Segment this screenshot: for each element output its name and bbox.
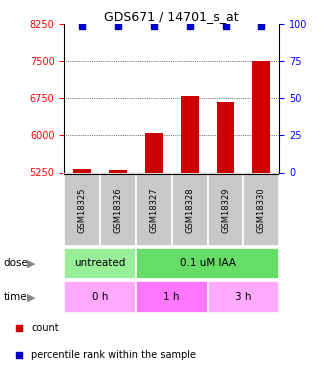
Text: GSM18327: GSM18327 <box>149 187 158 233</box>
Point <box>187 23 192 29</box>
Bar <box>136 248 279 279</box>
Text: GSM18326: GSM18326 <box>113 187 123 233</box>
Text: ▶: ▶ <box>27 292 36 302</box>
Text: ▶: ▶ <box>27 258 36 268</box>
Bar <box>208 281 279 313</box>
Point <box>223 23 228 29</box>
Point <box>16 325 22 331</box>
Title: GDS671 / 14701_s_at: GDS671 / 14701_s_at <box>104 10 239 23</box>
Text: untreated: untreated <box>74 258 126 268</box>
Text: dose: dose <box>3 258 28 268</box>
Bar <box>172 174 208 246</box>
Text: 0 h: 0 h <box>92 292 108 302</box>
Point <box>259 23 264 29</box>
Bar <box>64 281 136 313</box>
Point <box>16 352 22 358</box>
Text: 3 h: 3 h <box>235 292 252 302</box>
Text: GSM18325: GSM18325 <box>78 187 87 233</box>
Bar <box>64 174 100 246</box>
Text: GSM18329: GSM18329 <box>221 187 230 233</box>
Point <box>80 23 85 29</box>
Bar <box>73 168 91 172</box>
Bar <box>109 170 127 172</box>
Point <box>116 23 121 29</box>
Point <box>151 23 156 29</box>
Text: time: time <box>3 292 27 302</box>
Bar <box>208 174 243 246</box>
Text: 1 h: 1 h <box>163 292 180 302</box>
Bar <box>100 174 136 246</box>
Bar <box>145 133 163 172</box>
Text: 0.1 uM IAA: 0.1 uM IAA <box>179 258 236 268</box>
Text: count: count <box>31 323 59 333</box>
Bar <box>181 96 199 172</box>
Text: GSM18330: GSM18330 <box>257 187 266 233</box>
Bar <box>243 174 279 246</box>
Bar <box>217 102 234 172</box>
Bar <box>136 281 208 313</box>
Bar <box>252 62 270 172</box>
Text: GSM18328: GSM18328 <box>185 187 194 233</box>
Text: percentile rank within the sample: percentile rank within the sample <box>31 350 196 360</box>
Bar <box>64 248 136 279</box>
Bar <box>136 174 172 246</box>
